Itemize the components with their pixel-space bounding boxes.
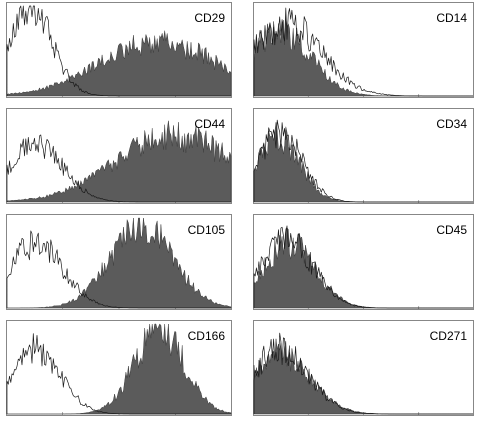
histogram-panel-cd29: CD29 <box>6 2 232 98</box>
control-histogram-cd166 <box>6 333 231 415</box>
histogram-panel-cd271: CD271 <box>253 320 474 416</box>
histogram-label-cd271: CD271 <box>430 329 468 343</box>
control-histogram-cd271 <box>253 332 473 415</box>
histogram-panel-cd166: CD166 <box>6 320 232 416</box>
control-histogram-cd29 <box>6 5 231 97</box>
histogram-panel-cd45: CD45 <box>253 214 474 310</box>
histogram-label-cd105: CD105 <box>188 223 226 237</box>
control-histogram-cd14 <box>253 7 473 97</box>
stained-histogram-cd105 <box>6 217 232 309</box>
control-histogram-cd105 <box>6 230 231 309</box>
control-histogram-cd44 <box>6 134 231 203</box>
stained-histogram-cd166 <box>6 323 232 415</box>
histogram-panel-cd105: CD105 <box>6 214 232 310</box>
stained-histogram-cd44 <box>6 120 232 203</box>
histogram-panel-cd44: CD44 <box>6 108 232 204</box>
histogram-panel-cd34: CD34 <box>253 108 474 204</box>
control-histogram-cd34 <box>253 119 473 203</box>
histogram-label-cd166: CD166 <box>188 329 226 343</box>
histogram-label-cd29: CD29 <box>194 11 225 25</box>
histogram-label-cd34: CD34 <box>436 117 467 131</box>
histogram-label-cd14: CD14 <box>436 11 467 25</box>
histogram-label-cd44: CD44 <box>194 117 225 131</box>
stained-histogram-cd29 <box>6 30 232 97</box>
control-histogram-cd45 <box>253 225 473 309</box>
histogram-label-cd45: CD45 <box>436 223 467 237</box>
histogram-panel-cd14: CD14 <box>253 2 474 98</box>
